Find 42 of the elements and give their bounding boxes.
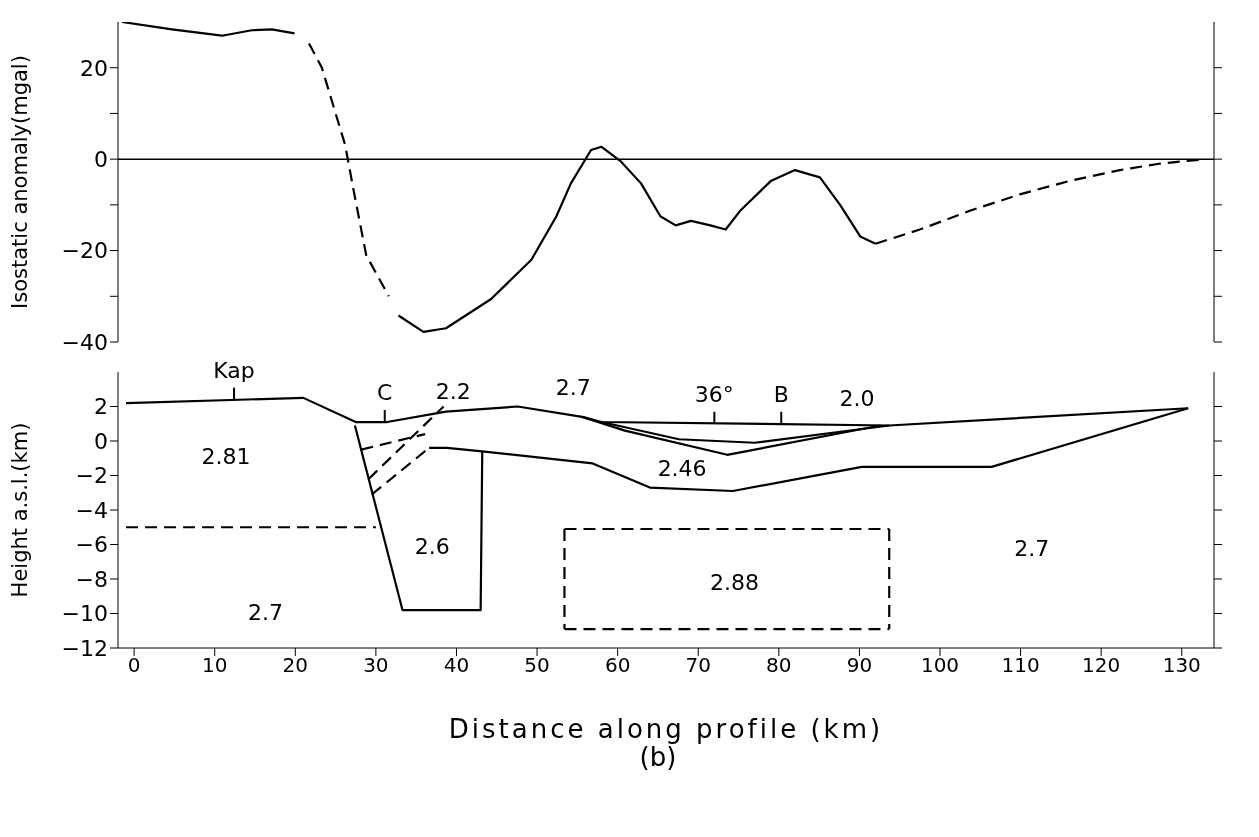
y-tick-label: −6 — [75, 532, 108, 558]
annotation: 2.7 — [555, 375, 591, 401]
y-tick-label: −20 — [61, 238, 108, 264]
y-tick-label: 0 — [94, 146, 108, 172]
x-tick-label: 130 — [1162, 653, 1201, 678]
x-tick-label: 20 — [282, 653, 309, 678]
y-tick-label: −2 — [75, 463, 108, 489]
x-tick-label: 0 — [127, 653, 141, 678]
y-tick-label: −40 — [61, 329, 108, 355]
y-tick-label: −8 — [75, 566, 108, 592]
y-tick-label: −12 — [61, 635, 108, 661]
annotation: 2.7 — [247, 599, 283, 625]
x-tick-label: 50 — [524, 653, 550, 678]
annotation: 2.46 — [657, 456, 707, 482]
annotation: 2.0 — [839, 385, 875, 411]
annotation: 2.81 — [201, 444, 251, 470]
annotation: C — [377, 380, 393, 406]
x-tick-label: 120 — [1082, 653, 1121, 678]
y-tick-label: 0 — [94, 428, 108, 454]
x-tick-label: 10 — [201, 653, 228, 678]
y-tick-label: −4 — [75, 497, 108, 523]
x-tick-label: 60 — [604, 653, 631, 678]
annotation: 36° — [694, 381, 734, 407]
x-axis-title: Distance along profile (km) — [448, 714, 884, 745]
x-tick-label: 70 — [685, 653, 711, 678]
x-tick-label: 30 — [363, 653, 389, 678]
y-axis-title: Isostatic anomaly(mgal) — [8, 55, 33, 309]
y-tick-label: 20 — [80, 55, 108, 81]
annotation: Kap — [213, 357, 255, 383]
y-tick-label: −10 — [61, 601, 108, 627]
y-tick-label: 2 — [94, 394, 108, 420]
x-tick-label: 100 — [920, 653, 960, 678]
x-tick-label: 90 — [846, 653, 873, 678]
annotation: 2.7 — [1014, 535, 1050, 561]
annotation: B — [773, 381, 789, 407]
x-tick-label: 80 — [766, 653, 792, 678]
x-tick-label: 110 — [1001, 653, 1040, 678]
annotation: 2.88 — [710, 570, 759, 596]
y-axis-title: Height a.s.l.(km) — [8, 422, 33, 598]
annotation: 2.2 — [435, 378, 471, 404]
annotation: 2.6 — [414, 534, 450, 560]
x-tick-label: 40 — [443, 653, 470, 678]
